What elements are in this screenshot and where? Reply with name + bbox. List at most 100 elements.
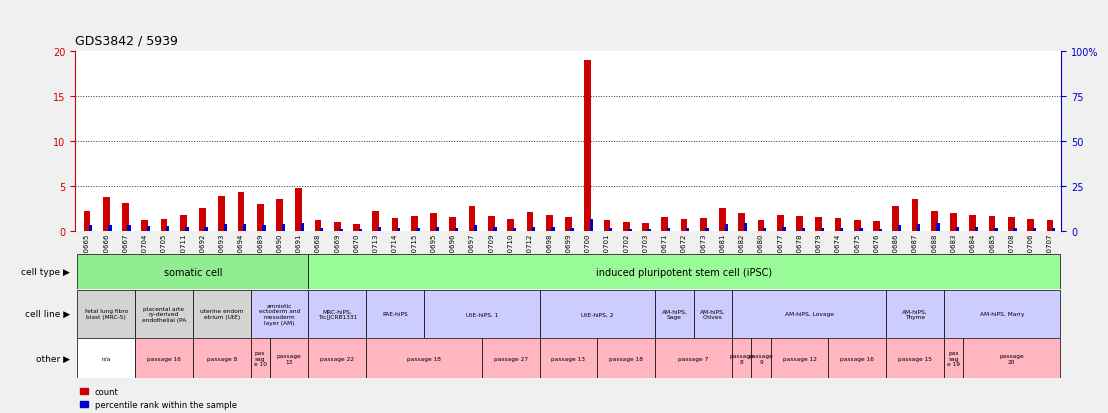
Bar <box>334 222 340 231</box>
Bar <box>359 230 362 231</box>
Bar <box>970 215 976 231</box>
Text: passage
20: passage 20 <box>999 353 1024 364</box>
Bar <box>955 227 960 231</box>
Bar <box>78 290 135 338</box>
Text: GDS3842 / 5939: GDS3842 / 5939 <box>75 35 178 47</box>
Bar <box>782 228 786 231</box>
Bar <box>886 290 944 338</box>
Bar <box>642 223 649 231</box>
Bar <box>532 227 535 231</box>
Bar <box>224 224 227 231</box>
Bar <box>1014 228 1017 231</box>
Bar <box>308 339 366 378</box>
Bar <box>281 224 285 231</box>
Bar <box>513 228 516 231</box>
Text: passage
13: passage 13 <box>277 353 301 364</box>
Text: UtE-hiPS, 2: UtE-hiPS, 2 <box>581 311 614 317</box>
Bar <box>1047 221 1054 231</box>
Text: passage 13: passage 13 <box>552 356 585 361</box>
Bar <box>975 228 978 231</box>
Bar <box>193 339 250 378</box>
Bar <box>199 209 206 231</box>
Bar <box>218 196 225 231</box>
Bar <box>122 204 129 231</box>
Bar <box>378 228 381 231</box>
Bar <box>763 228 767 231</box>
Bar <box>546 215 553 231</box>
Text: passage 18: passage 18 <box>407 356 441 361</box>
Bar <box>917 224 921 231</box>
Text: passage 27: passage 27 <box>493 356 527 361</box>
Bar <box>135 339 193 378</box>
Text: amniotic
ectoderm and
mesoderm
layer (AM): amniotic ectoderm and mesoderm layer (AM… <box>259 303 300 325</box>
Bar <box>103 197 110 231</box>
Text: pas
sag
e 19: pas sag e 19 <box>947 350 961 367</box>
Bar <box>526 212 533 231</box>
Text: induced pluripotent stem cell (iPSC): induced pluripotent stem cell (iPSC) <box>596 267 772 277</box>
Bar <box>609 228 613 231</box>
Bar <box>250 290 308 338</box>
Bar <box>78 254 308 290</box>
Bar <box>166 227 170 231</box>
Bar <box>78 339 135 378</box>
Bar <box>886 339 944 378</box>
Bar <box>604 221 611 231</box>
Bar <box>706 228 709 231</box>
Bar <box>540 339 597 378</box>
Text: passage 12: passage 12 <box>782 356 817 361</box>
Bar <box>680 220 687 231</box>
Text: cell type ▶: cell type ▶ <box>21 268 70 276</box>
Text: somatic cell: somatic cell <box>164 267 222 277</box>
Bar <box>296 188 302 231</box>
Bar <box>540 290 655 338</box>
Bar <box>994 228 997 231</box>
Bar <box>250 339 270 378</box>
Bar <box>270 339 308 378</box>
Bar <box>185 228 188 231</box>
Bar <box>565 218 572 231</box>
Text: passage 18: passage 18 <box>609 356 643 361</box>
Bar <box>571 228 574 231</box>
Bar <box>315 221 321 231</box>
Bar <box>205 227 208 231</box>
Bar <box>751 339 771 378</box>
Bar <box>392 219 399 231</box>
Bar <box>873 221 880 231</box>
Text: passage 16: passage 16 <box>840 356 874 361</box>
Bar <box>135 290 193 338</box>
Text: cell line ▶: cell line ▶ <box>24 310 70 318</box>
Bar <box>372 211 379 231</box>
Bar <box>801 228 804 231</box>
Bar <box>829 339 886 378</box>
Bar <box>732 290 886 338</box>
Bar <box>179 215 186 231</box>
Bar <box>474 225 478 231</box>
Bar <box>482 339 540 378</box>
Bar <box>320 228 324 231</box>
Bar <box>700 219 707 231</box>
Text: passage
8: passage 8 <box>729 353 755 364</box>
Bar <box>860 229 863 231</box>
Bar <box>584 61 591 231</box>
Bar <box>435 227 439 231</box>
Bar <box>834 219 841 231</box>
Bar <box>944 290 1059 338</box>
Bar <box>142 221 148 231</box>
Bar <box>366 339 482 378</box>
Text: passage
9: passage 9 <box>749 353 773 364</box>
Bar <box>589 220 593 231</box>
Bar <box>339 229 342 231</box>
Bar <box>366 290 424 338</box>
Bar <box>936 224 940 231</box>
Bar <box>840 228 843 231</box>
Bar <box>667 228 670 231</box>
Bar <box>912 200 919 231</box>
Bar <box>417 228 420 231</box>
Bar <box>397 228 400 231</box>
Bar <box>879 229 882 231</box>
Bar <box>488 217 495 231</box>
Bar <box>300 223 305 231</box>
Text: passage 16: passage 16 <box>147 356 181 361</box>
Bar <box>308 254 1059 290</box>
Bar <box>686 228 689 231</box>
